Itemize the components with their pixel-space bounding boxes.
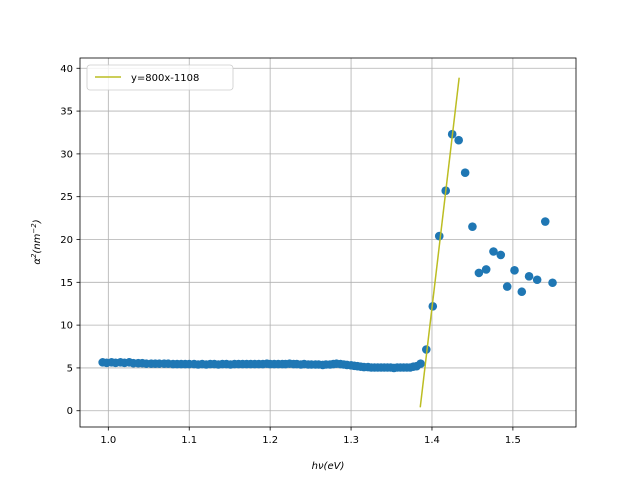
- y-axis-label-unit: (nm: [32, 233, 43, 253]
- fit-line-series: [419, 77, 460, 408]
- y-tick-label: 30: [60, 149, 73, 160]
- scatter-point: [502, 282, 512, 291]
- y-axis-label-base: α: [32, 258, 43, 265]
- scatter-point: [510, 266, 519, 275]
- grid: [80, 58, 576, 427]
- scatter-point: [474, 268, 484, 278]
- y-tick-label: 10: [60, 321, 73, 332]
- scatter-series: [98, 129, 557, 373]
- x-tick-label: 1.1: [181, 435, 197, 446]
- y-axis-label: α2(nm−2): [30, 219, 43, 264]
- legend-box: [86, 64, 234, 91]
- scatter-point: [460, 168, 470, 178]
- scatter-point: [454, 135, 463, 145]
- y-axis-label-sup2: −2: [30, 223, 38, 234]
- ticks: 1.0 1.1 1.2 1.3 1.4 1.5 0 5 10 15 20 25 30 35 40: [60, 64, 521, 446]
- scatter-point: [532, 275, 542, 285]
- scatter-point: [496, 250, 506, 260]
- scatter-point: [517, 287, 527, 297]
- scatter-point: [468, 222, 477, 231]
- scatter-point: [540, 217, 550, 226]
- y-tick-label: 0: [67, 406, 73, 417]
- x-axis-label: hν(eV): [312, 461, 345, 472]
- y-tick-label: 40: [60, 64, 73, 75]
- y-axis-label-close: ): [32, 219, 43, 224]
- x-tick-label: 1.0: [100, 435, 116, 446]
- scatter-point: [548, 278, 557, 288]
- x-tick-label: 1.3: [343, 435, 359, 446]
- scatter-point: [481, 265, 491, 274]
- x-tick-label: 1.4: [424, 435, 440, 446]
- scatter-point: [524, 272, 534, 281]
- axes-frame: [79, 57, 577, 428]
- x-tick-label: 1.5: [505, 435, 521, 446]
- scatter-point: [489, 247, 498, 256]
- y-tick-label: 20: [60, 235, 73, 246]
- fit-line: [419, 77, 460, 408]
- y-axis-label-sup1: 2: [30, 253, 38, 258]
- scatter-point: [416, 359, 425, 368]
- y-tick-label: 35: [60, 107, 73, 118]
- scatter-point: [434, 231, 444, 241]
- legend-label: y=800x-1108: [131, 73, 199, 84]
- x-tick-label: 1.2: [262, 435, 278, 446]
- y-tick-label: 5: [67, 363, 73, 374]
- plot-area: [80, 58, 576, 427]
- y-tick-label: 25: [60, 192, 73, 203]
- y-tick-label: 15: [60, 278, 73, 289]
- legend: y=800x-1108: [86, 64, 234, 91]
